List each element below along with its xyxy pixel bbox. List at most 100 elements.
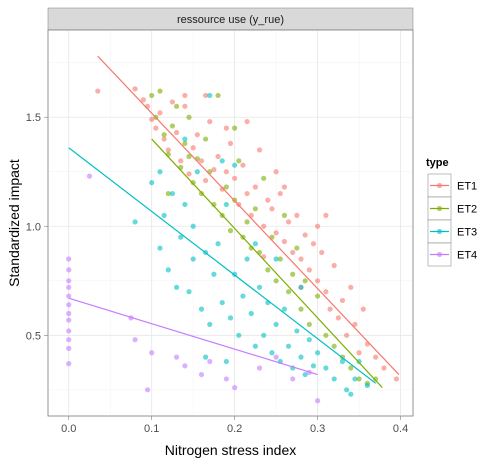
- point-et2: [331, 343, 337, 349]
- point-et1: [310, 241, 317, 247]
- point-et1: [294, 212, 300, 218]
- point-et2: [244, 219, 250, 225]
- point-et1: [219, 186, 225, 192]
- facet-strip: ressource use (y_rue): [47, 7, 414, 31]
- point-et1: [95, 88, 101, 94]
- point-et4: [315, 398, 321, 404]
- point-et1: [194, 132, 200, 138]
- point-et2: [203, 136, 209, 142]
- point-et2: [248, 245, 254, 251]
- point-et3: [157, 169, 163, 175]
- point-et2: [157, 88, 163, 94]
- point-et3: [302, 371, 308, 378]
- point-et1: [339, 297, 346, 304]
- point-et1: [223, 169, 229, 175]
- point-et3: [281, 306, 288, 312]
- point-et1: [149, 116, 155, 123]
- point-et3: [207, 92, 213, 99]
- point-et1: [227, 140, 234, 147]
- point-et4: [132, 337, 138, 343]
- point-et4: [144, 387, 151, 393]
- point-et1: [203, 177, 209, 184]
- point-et4: [149, 350, 155, 356]
- point-et3: [364, 382, 370, 389]
- point-et2: [277, 256, 283, 262]
- legend-label: ET2: [457, 204, 477, 216]
- point-et3: [223, 201, 229, 208]
- point-et3: [331, 376, 337, 382]
- point-et1: [198, 158, 205, 164]
- point-et2: [161, 132, 167, 138]
- point-et2: [223, 184, 229, 190]
- point-et2: [294, 245, 300, 251]
- point-et3: [215, 241, 221, 247]
- y-tick-label: 1.0: [26, 221, 41, 233]
- point-et1: [335, 315, 341, 321]
- point-et1: [244, 118, 250, 125]
- point-et1: [364, 341, 370, 347]
- point-et1: [161, 136, 167, 142]
- point-et1: [281, 184, 288, 190]
- point-et1: [393, 376, 400, 382]
- point-et1: [331, 262, 337, 269]
- point-et1: [223, 125, 229, 131]
- point-et1: [323, 289, 329, 295]
- point-et1: [360, 306, 366, 312]
- fit-line-et2: [151, 138, 383, 389]
- point-et3: [165, 267, 171, 273]
- y-axis: 0.5 1.0 1.5: [26, 112, 48, 342]
- point-et1: [273, 169, 279, 175]
- point-et3: [161, 212, 167, 218]
- point-et1: [252, 184, 258, 190]
- point-et1: [165, 147, 171, 153]
- point-et3: [273, 321, 279, 328]
- point-et2: [173, 103, 180, 109]
- point-et2: [290, 271, 296, 277]
- point-et4: [273, 354, 279, 360]
- facet-title: ressource use (y_rue): [177, 14, 284, 26]
- point-et3: [232, 162, 238, 168]
- point-et3: [219, 299, 225, 306]
- point-et3: [182, 136, 188, 142]
- point-et3: [298, 354, 304, 360]
- legend-keys: ET1 ET2 ET3 ET4: [427, 173, 477, 267]
- point-et2: [165, 190, 171, 197]
- point-et1: [207, 118, 213, 125]
- point-et1: [256, 147, 263, 153]
- point-et1: [169, 99, 176, 105]
- point-et2: [182, 140, 188, 147]
- point-et3: [149, 180, 155, 186]
- legend-key-point: [436, 251, 443, 258]
- point-et1: [186, 171, 192, 177]
- point-et1: [285, 219, 292, 225]
- point-et1: [298, 256, 304, 262]
- point-et1: [215, 153, 221, 160]
- point-et3: [186, 289, 192, 295]
- point-et1: [306, 267, 312, 273]
- point-et2: [207, 169, 213, 175]
- point-et3: [352, 376, 358, 382]
- point-et4: [66, 328, 72, 334]
- point-et2: [298, 306, 304, 312]
- point-et1: [315, 278, 321, 284]
- point-et3: [211, 271, 217, 277]
- point-et1: [352, 321, 358, 328]
- point-et3: [227, 315, 234, 321]
- point-et3: [310, 363, 317, 369]
- point-et3: [223, 358, 229, 365]
- point-et1: [153, 125, 159, 131]
- point-et2: [190, 180, 196, 186]
- point-et3: [252, 343, 258, 349]
- point-et1: [273, 230, 279, 236]
- point-et4: [66, 317, 72, 323]
- point-et2: [302, 278, 308, 284]
- point-et4: [66, 278, 72, 284]
- x-tick-label: 0.3: [310, 423, 325, 435]
- point-et2: [169, 123, 176, 129]
- point-et3: [356, 358, 362, 365]
- point-et2: [306, 321, 312, 328]
- point-et3: [285, 343, 292, 349]
- y-tick-label: 1.5: [26, 112, 41, 124]
- point-et1: [182, 92, 188, 99]
- legend: type ET1 ET2 ET3 ET4: [426, 157, 477, 267]
